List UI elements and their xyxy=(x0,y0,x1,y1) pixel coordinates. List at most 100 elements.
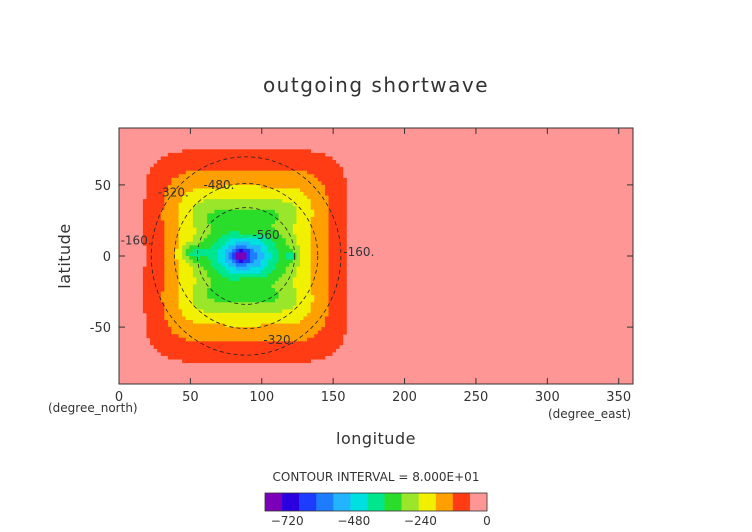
contour-cell xyxy=(200,263,212,268)
contour-cell xyxy=(182,199,204,204)
colorbar-swatch xyxy=(367,493,385,511)
contour-cell xyxy=(142,309,165,314)
contour-cell xyxy=(207,216,279,221)
contour-cell xyxy=(324,323,347,328)
contour-cell xyxy=(178,291,194,296)
contour-cell xyxy=(235,263,247,268)
contour-cell xyxy=(314,295,329,300)
contour-cell xyxy=(164,273,180,278)
contour-cell xyxy=(328,302,347,307)
x-tick-label: 100 xyxy=(249,390,274,405)
contour-cell xyxy=(164,284,180,289)
contour-cell xyxy=(310,245,329,250)
contour-cell xyxy=(150,341,344,346)
x-tick-label: 50 xyxy=(182,390,199,405)
colorbar-swatch xyxy=(384,493,402,511)
contour-cell xyxy=(285,256,294,260)
contour-cell xyxy=(196,256,201,260)
contour-cell xyxy=(146,181,172,186)
contour-cell xyxy=(328,277,347,282)
contour-cell xyxy=(324,320,347,324)
contour-cell xyxy=(328,295,347,300)
contour-cell xyxy=(142,288,165,292)
contour-cell xyxy=(185,170,308,175)
contour-cell xyxy=(260,263,269,268)
contour-cell xyxy=(142,227,165,232)
contour-lines xyxy=(150,156,342,356)
contour-cell xyxy=(178,270,194,275)
contour-cell xyxy=(271,238,287,243)
contour-labels: -480. -320. -160. -160. -320. -560 xyxy=(121,178,375,347)
contour-cell xyxy=(296,209,315,214)
contour-cell xyxy=(328,298,347,303)
contour-label: -560 xyxy=(252,228,279,242)
contour-cell xyxy=(307,170,344,175)
contour-label: -480. xyxy=(203,178,234,192)
contour-cell xyxy=(264,266,276,271)
contour-cell xyxy=(178,273,194,278)
contour-cell xyxy=(278,295,297,300)
contour-cell xyxy=(310,305,329,310)
contour-cell xyxy=(146,192,165,196)
contour-cell xyxy=(207,213,279,218)
contour-cell xyxy=(282,273,297,278)
contour-cell xyxy=(299,263,312,268)
contour-cell xyxy=(182,359,312,364)
contour-cell xyxy=(178,305,197,310)
contour-cell xyxy=(146,248,165,253)
contour-cell xyxy=(278,213,297,218)
contour-cell xyxy=(303,316,326,321)
chart-title: outgoing shortwave xyxy=(263,73,489,97)
contour-cell xyxy=(178,280,197,285)
contour-cell xyxy=(178,209,194,214)
x-tick-label: 0 xyxy=(115,390,123,405)
contour-cell xyxy=(178,174,315,179)
contour-cell xyxy=(228,252,233,257)
contour-cell xyxy=(210,259,219,264)
contour-cell xyxy=(310,277,329,282)
contour-cell xyxy=(185,241,201,246)
colorbar-swatch xyxy=(282,493,300,511)
contour-cell xyxy=(146,184,169,189)
contour-cell xyxy=(267,248,279,253)
contour-cell xyxy=(314,213,329,218)
x-tick-label: 350 xyxy=(606,390,631,405)
contour-cell xyxy=(178,266,194,271)
contour-cell xyxy=(217,256,226,260)
contour-cell xyxy=(164,248,176,253)
contour-cell xyxy=(289,245,301,250)
contour-cell xyxy=(328,231,347,236)
contour-cell xyxy=(178,334,315,339)
contour-cell xyxy=(164,270,180,275)
contour-cell xyxy=(303,192,326,196)
contour-cell xyxy=(260,323,326,328)
contour-cell xyxy=(235,259,240,264)
contour-cell xyxy=(232,248,237,253)
contour-cell xyxy=(142,305,165,310)
colorbar-ticks: −720 −480 −240 0 xyxy=(271,514,491,528)
contour-cell xyxy=(328,312,347,317)
contour-cell xyxy=(207,273,222,278)
contour-cell xyxy=(167,323,226,328)
contour-cell xyxy=(178,263,190,268)
contour-cell xyxy=(203,199,283,204)
contour-cell xyxy=(296,302,312,307)
contour-cell xyxy=(142,220,165,225)
contour-cell xyxy=(310,284,329,289)
contour-cell xyxy=(192,220,208,225)
contour-cell xyxy=(217,259,226,264)
contour-line xyxy=(197,207,296,305)
contour-cell xyxy=(192,209,215,214)
contour-cell xyxy=(178,216,194,221)
contour-cell xyxy=(235,241,251,246)
colorbar-swatch xyxy=(452,493,471,511)
contour-cell xyxy=(310,234,329,239)
contour-cell xyxy=(228,238,262,243)
contour-cell xyxy=(192,213,208,218)
contour-cell xyxy=(328,273,347,278)
contour-cell xyxy=(189,245,212,250)
contour-cell xyxy=(317,330,347,335)
contour-cell xyxy=(210,224,272,228)
contour-cell xyxy=(164,312,183,317)
contour-cell xyxy=(299,259,312,264)
